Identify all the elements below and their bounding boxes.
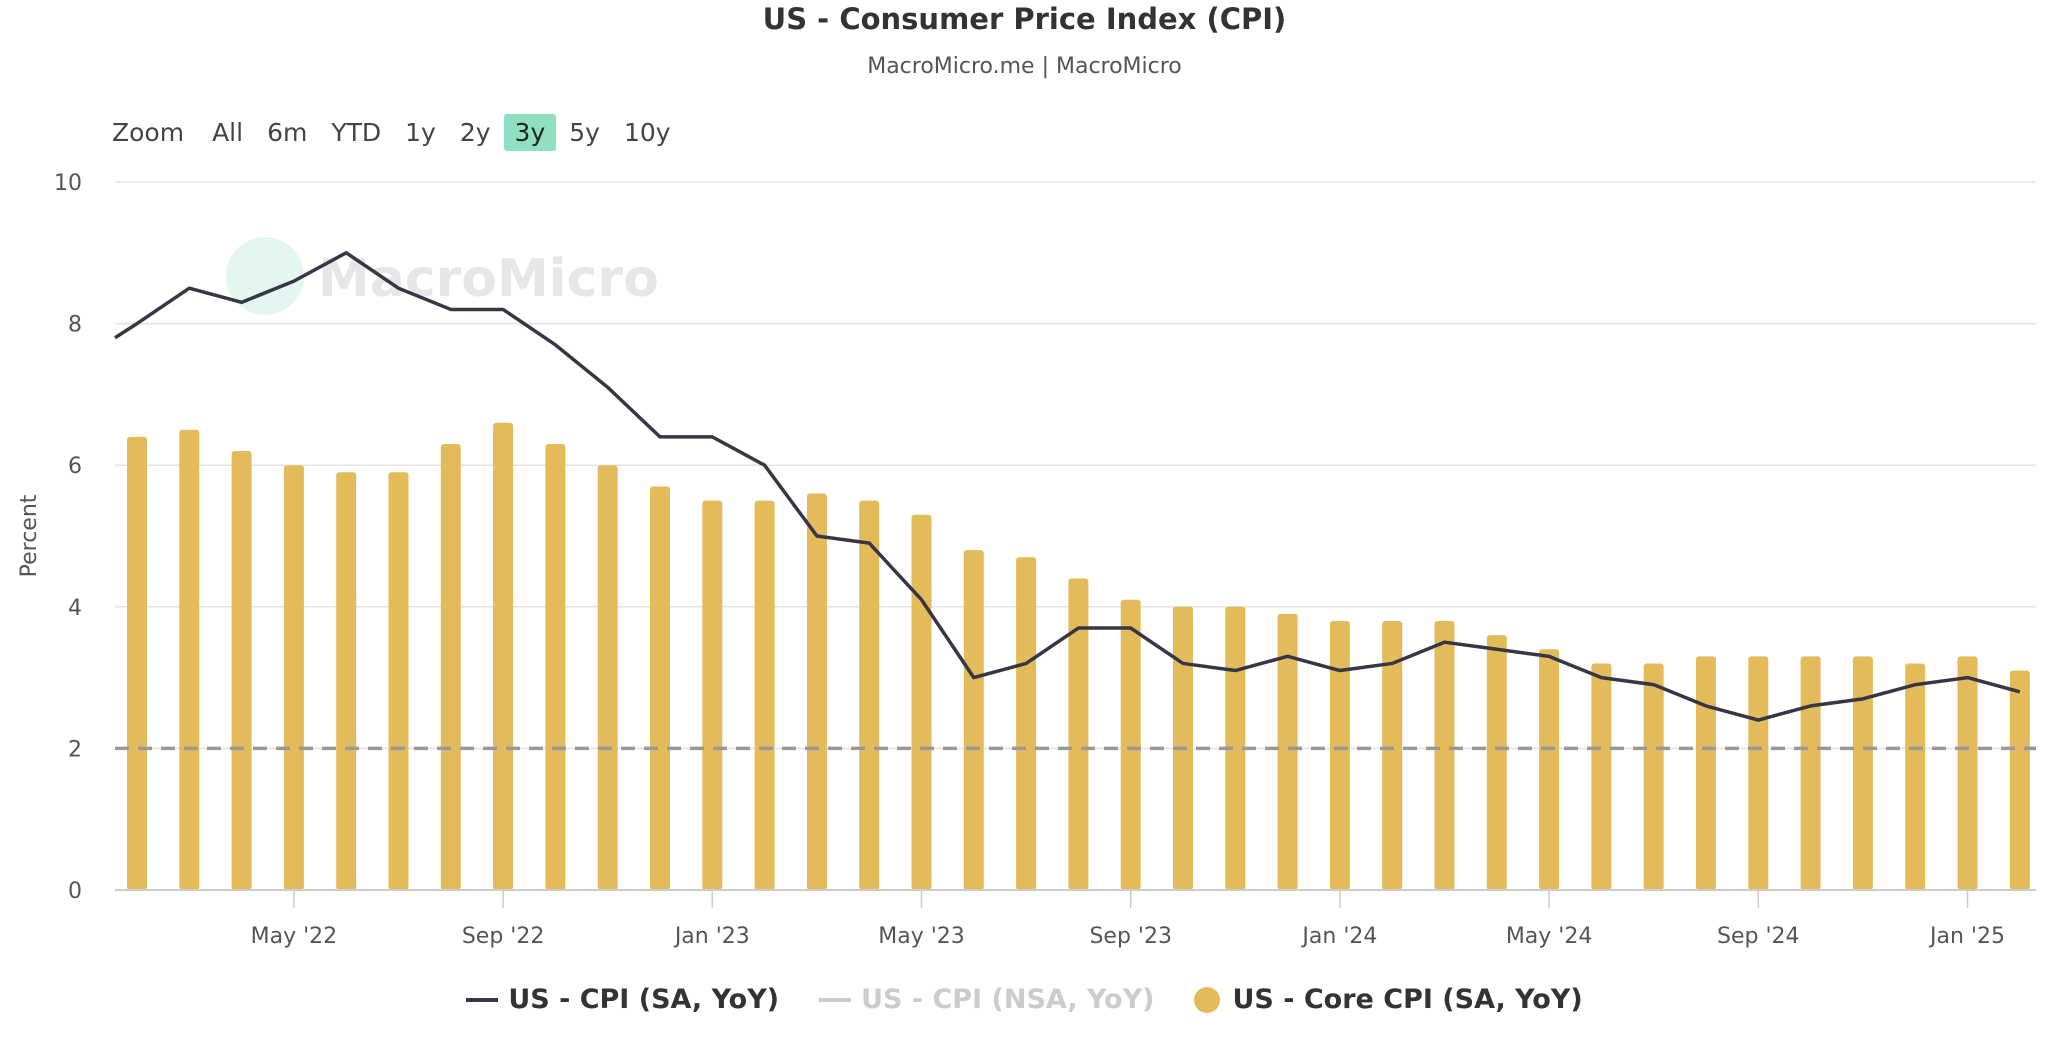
bar-core-cpi	[127, 436, 147, 890]
bar-core-cpi	[1696, 656, 1716, 890]
y-tick-label: 8	[68, 313, 82, 338]
watermark-logo-icon	[226, 237, 304, 315]
bar-core-cpi	[963, 550, 984, 890]
bar-core-cpi	[388, 472, 409, 890]
bar-core-cpi	[1643, 663, 1664, 890]
legend-item-cpi-sa[interactable]: US - CPI (SA, YoY)	[466, 984, 779, 1015]
zoom-3y-button[interactable]: 3y	[503, 114, 557, 151]
x-tick-label: Jan '24	[1300, 924, 1377, 949]
zoom-all-button[interactable]: All	[212, 118, 244, 147]
x-tick-label: May '22	[251, 924, 338, 949]
line-cpi-sa	[114, 251, 2021, 722]
bar-core-cpi	[911, 514, 932, 890]
bar-core-cpi	[1277, 613, 1298, 890]
bar-core-cpi	[493, 422, 514, 890]
zoom-5y-button[interactable]: 5y	[569, 118, 600, 147]
zoom-label: Zoom	[112, 118, 185, 147]
line-swatch-icon	[466, 997, 499, 1002]
y-tick-label: 6	[68, 454, 82, 479]
bar-core-cpi	[702, 500, 723, 890]
bar-core-cpi	[1225, 606, 1246, 890]
zoom-6m-button[interactable]: 6m	[267, 118, 308, 147]
legend-label: US - CPI (SA, YoY)	[508, 984, 780, 1015]
y-tick-label: 4	[68, 596, 82, 621]
bar-core-cpi	[440, 443, 461, 890]
zoom-10y-button[interactable]: 10y	[623, 118, 671, 147]
x-tick-label: May '23	[878, 924, 965, 949]
zoom-1y-button[interactable]: 1y	[405, 118, 436, 147]
line-swatch-icon	[819, 997, 852, 1002]
x-tick-label: Jan '25	[1928, 924, 2005, 949]
bar-core-cpi	[179, 429, 200, 890]
bar-core-cpi	[754, 500, 775, 890]
bar-core-cpi	[1852, 656, 1873, 890]
circle-swatch-icon	[1194, 986, 1221, 1013]
bar-core-cpi	[545, 443, 566, 890]
bar-core-cpi	[1329, 620, 1350, 890]
legend-label: US - Core CPI (SA, YoY)	[1232, 984, 1583, 1015]
bar-core-cpi	[1957, 656, 1978, 890]
x-tick-label: Sep '23	[1089, 924, 1172, 949]
bar-core-cpi	[1068, 578, 1089, 890]
legend-item-cpi-nsa[interactable]: US - CPI (NSA, YoY)	[819, 984, 1154, 1015]
bar-core-cpi	[1591, 663, 1612, 890]
bar-core-cpi	[2009, 670, 2030, 890]
bar-core-cpi	[1800, 656, 1821, 890]
bar-core-cpi	[1016, 557, 1037, 890]
bar-core-cpi	[1382, 620, 1403, 890]
y-tick-label: 2	[68, 737, 82, 762]
bar-core-cpi	[1120, 599, 1141, 890]
y-tick-label: 10	[54, 171, 82, 196]
x-tick-label: Sep '24	[1717, 924, 1800, 949]
legend-item-core-cpi[interactable]: US - Core CPI (SA, YoY)	[1194, 984, 1583, 1015]
x-tick-label: Jan '23	[673, 924, 750, 949]
bar-core-cpi	[1434, 620, 1455, 890]
legend: US - CPI (SA, YoY) US - CPI (NSA, YoY) U…	[0, 984, 2049, 1015]
zoom-selector: Zoom All 6m YTD 1y 2y 3y 5y 10y	[112, 114, 684, 151]
x-tick-label: Sep '22	[462, 924, 545, 949]
bar-core-cpi	[283, 465, 304, 890]
bar-core-cpi	[336, 472, 357, 890]
bar-core-cpi	[597, 465, 618, 890]
bar-core-cpi	[231, 451, 252, 890]
y-tick-label: 0	[68, 879, 82, 904]
legend-label: US - CPI (NSA, YoY)	[861, 984, 1155, 1015]
chart-subtitle: MacroMicro.me | MacroMicro	[867, 54, 1182, 79]
zoom-ytd-button[interactable]: YTD	[331, 118, 382, 147]
bar-core-cpi	[1748, 656, 1769, 890]
y-axis-label: Percent	[17, 494, 42, 577]
bar-core-cpi	[1539, 649, 1560, 890]
chart-title: US - Consumer Price Index (CPI)	[762, 2, 1287, 36]
bar-core-cpi	[650, 486, 670, 890]
bar-core-cpi	[806, 493, 827, 890]
zoom-2y-button[interactable]: 2y	[459, 118, 491, 147]
x-tick-label: May '24	[1506, 924, 1593, 949]
bar-core-cpi	[1486, 635, 1507, 890]
watermark-text: MacroMicro	[318, 249, 659, 309]
bar-core-cpi	[859, 500, 880, 890]
bar-core-cpi	[1905, 663, 1926, 890]
